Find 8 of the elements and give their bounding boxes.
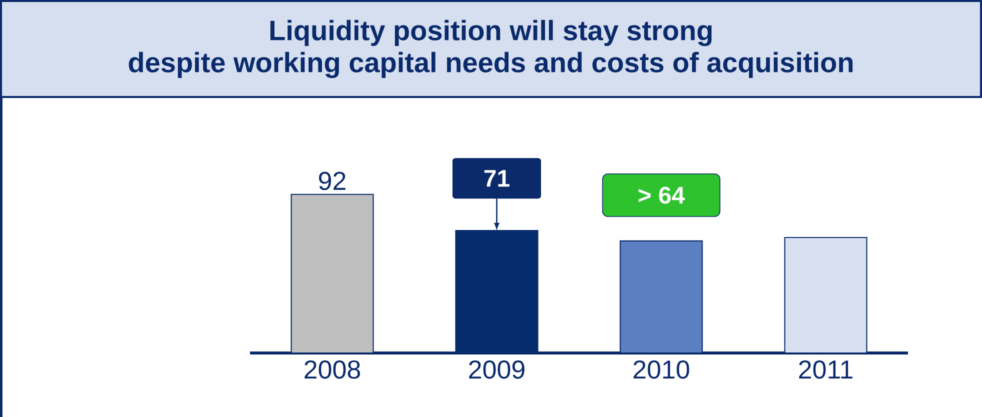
data-label: 92: [319, 172, 346, 190]
data-label: 71: [484, 170, 510, 187]
x-tick-label: 2008: [304, 360, 360, 379]
x-tick-label: 2010: [634, 360, 690, 379]
x-tick-label: 2009: [469, 360, 524, 379]
x-tick-label: 2011: [799, 360, 852, 379]
data-label: > 64: [638, 186, 685, 204]
chart-title: Liquidity position will stay strong despite working capital needs and costs of acquisition: [128, 20, 853, 78]
